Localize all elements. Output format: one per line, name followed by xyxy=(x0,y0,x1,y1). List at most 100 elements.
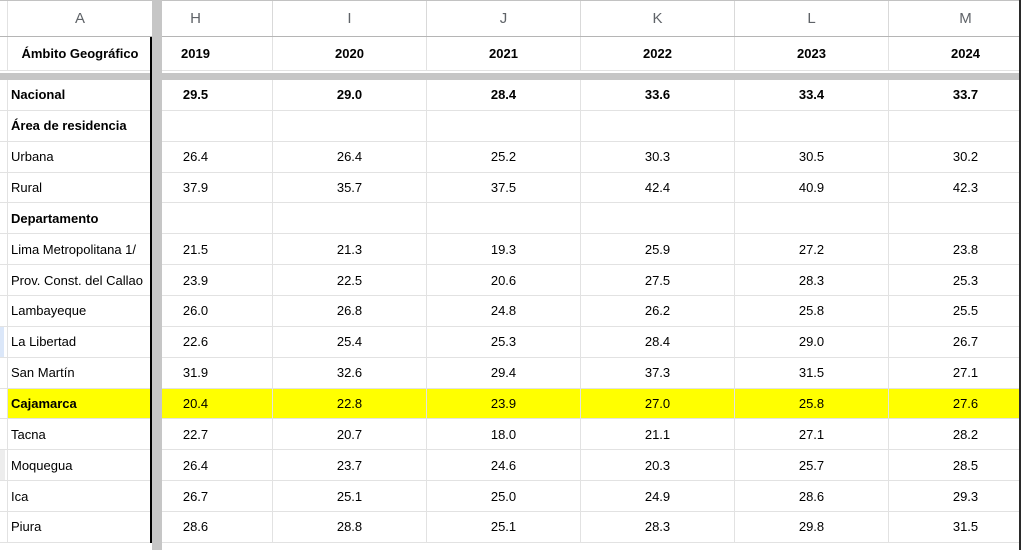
cell[interactable]: 37.9 xyxy=(119,172,273,203)
cell[interactable]: 21.5 xyxy=(119,234,273,265)
cell[interactable]: 25.8 xyxy=(735,296,889,326)
year-header-cell[interactable]: 2020 xyxy=(273,37,427,70)
cell[interactable] xyxy=(889,203,1021,233)
year-header-cell[interactable]: 2024 xyxy=(889,37,1021,70)
frozen-col-divider[interactable] xyxy=(152,0,162,550)
cell[interactable]: 25.3 xyxy=(889,265,1021,295)
cell[interactable] xyxy=(735,203,889,234)
row-label-cell[interactable]: Nacional xyxy=(11,87,66,103)
cell[interactable]: 26.2 xyxy=(581,296,735,326)
column-header-h[interactable]: H xyxy=(119,1,273,36)
row-label-cell[interactable]: Moquegua xyxy=(11,457,73,473)
cell[interactable]: 26.8 xyxy=(273,296,427,326)
cell[interactable]: 35.7 xyxy=(273,172,427,203)
row-label-cell[interactable]: Prov. Const. del Callao xyxy=(11,272,143,288)
cell[interactable]: 42.4 xyxy=(581,172,735,203)
cell[interactable]: 29.0 xyxy=(735,326,889,357)
year-header-cell[interactable]: 2019 xyxy=(119,37,273,70)
cell[interactable] xyxy=(427,203,581,234)
cell[interactable]: 27.1 xyxy=(735,419,889,450)
cell[interactable]: 31.9 xyxy=(119,357,273,388)
cell[interactable] xyxy=(889,111,1021,141)
cell[interactable]: 28.8 xyxy=(273,512,427,542)
row-label-cell[interactable]: Lima Metropolitana 1/ xyxy=(11,241,137,257)
year-header-cell[interactable]: 2023 xyxy=(735,37,889,70)
cell[interactable]: 28.6 xyxy=(119,512,273,542)
year-header-cell[interactable]: 2022 xyxy=(581,37,735,70)
row-label-cell[interactable]: Piura xyxy=(11,519,42,535)
cell[interactable]: 29.3 xyxy=(889,481,1021,511)
cell[interactable]: 23.7 xyxy=(273,450,427,481)
cell[interactable]: 25.3 xyxy=(427,326,581,357)
cell[interactable]: 25.1 xyxy=(427,512,581,542)
row-label-cell[interactable]: Tacna xyxy=(11,426,46,442)
year-header-cell[interactable]: 2021 xyxy=(427,37,581,70)
cell[interactable]: 32.6 xyxy=(273,357,427,388)
cell[interactable]: 26.4 xyxy=(273,141,427,172)
column-header-l[interactable]: L xyxy=(735,1,889,36)
cell[interactable] xyxy=(273,203,427,234)
cell[interactable]: 19.3 xyxy=(427,234,581,265)
cell[interactable]: 25.2 xyxy=(427,141,581,172)
column-header-j[interactable]: J xyxy=(427,1,581,36)
cell[interactable]: 29.4 xyxy=(427,357,581,388)
cell[interactable] xyxy=(427,110,581,141)
cell[interactable]: 22.6 xyxy=(119,326,273,357)
cell[interactable]: 25.7 xyxy=(735,450,889,481)
cell[interactable]: 28.6 xyxy=(735,481,889,512)
cell[interactable]: 28.2 xyxy=(889,419,1021,449)
column-header-a[interactable]: A xyxy=(74,10,85,27)
cell[interactable]: 33.4 xyxy=(735,80,889,110)
cell[interactable]: 25.5 xyxy=(889,296,1021,326)
cell[interactable]: 26.4 xyxy=(119,450,273,481)
cell[interactable]: 23.8 xyxy=(889,234,1021,264)
cell[interactable]: 28.3 xyxy=(581,512,735,542)
cell[interactable]: 25.9 xyxy=(581,234,735,265)
cell[interactable] xyxy=(581,110,735,141)
cell[interactable]: 26.4 xyxy=(119,141,273,172)
row-label-cell[interactable]: Área de residencia xyxy=(11,118,127,134)
cell[interactable] xyxy=(581,203,735,234)
cell[interactable]: 29.0 xyxy=(273,80,427,110)
row-label-cell[interactable]: Urbana xyxy=(11,149,54,165)
cell[interactable]: 18.0 xyxy=(427,419,581,450)
cell[interactable]: 42.3 xyxy=(889,173,1021,203)
cell[interactable]: 29.8 xyxy=(735,512,889,542)
cell[interactable]: 24.6 xyxy=(427,450,581,481)
cell[interactable] xyxy=(735,110,889,141)
cell[interactable]: 31.5 xyxy=(889,512,1021,542)
cell[interactable]: 20.3 xyxy=(581,450,735,481)
cell[interactable]: 26.0 xyxy=(119,296,273,326)
cell[interactable]: 24.8 xyxy=(427,296,581,326)
cell[interactable]: 27.0 xyxy=(581,388,735,419)
cell[interactable]: 21.1 xyxy=(581,419,735,450)
cell[interactable]: 25.0 xyxy=(427,481,581,512)
cell[interactable]: 31.5 xyxy=(735,357,889,388)
column-header-m[interactable]: M xyxy=(889,1,1021,36)
cell[interactable]: 28.5 xyxy=(889,450,1021,480)
cell[interactable]: 33.7 xyxy=(889,80,1021,110)
cell[interactable]: 20.6 xyxy=(427,265,581,296)
cell[interactable]: 27.6 xyxy=(889,388,1021,419)
row-label-cell[interactable]: Lambayeque xyxy=(11,303,87,319)
cell[interactable]: 28.3 xyxy=(735,265,889,296)
row-label-cell[interactable]: San Martín xyxy=(11,365,75,381)
cell[interactable]: 27.2 xyxy=(735,234,889,265)
cell[interactable]: 23.9 xyxy=(427,388,581,419)
cell[interactable]: 22.8 xyxy=(273,388,427,419)
label-header-cell[interactable]: Ámbito Geográfico xyxy=(21,46,139,61)
cell[interactable] xyxy=(119,203,273,234)
row-label-cell[interactable]: Cajamarca xyxy=(8,388,152,419)
cell[interactable]: 25.8 xyxy=(735,388,889,419)
cell[interactable]: 28.4 xyxy=(581,326,735,357)
cell[interactable]: 26.7 xyxy=(889,327,1021,357)
cell[interactable]: 28.4 xyxy=(427,80,581,110)
cell[interactable]: 40.9 xyxy=(735,172,889,203)
cell[interactable]: 26.7 xyxy=(119,481,273,512)
cell[interactable]: 37.3 xyxy=(581,357,735,388)
column-header-i[interactable]: I xyxy=(273,1,427,36)
cell[interactable]: 22.7 xyxy=(119,419,273,450)
row-label-cell[interactable]: Departamento xyxy=(11,210,99,226)
cell[interactable]: 25.1 xyxy=(273,481,427,512)
cell[interactable]: 29.5 xyxy=(119,80,273,110)
